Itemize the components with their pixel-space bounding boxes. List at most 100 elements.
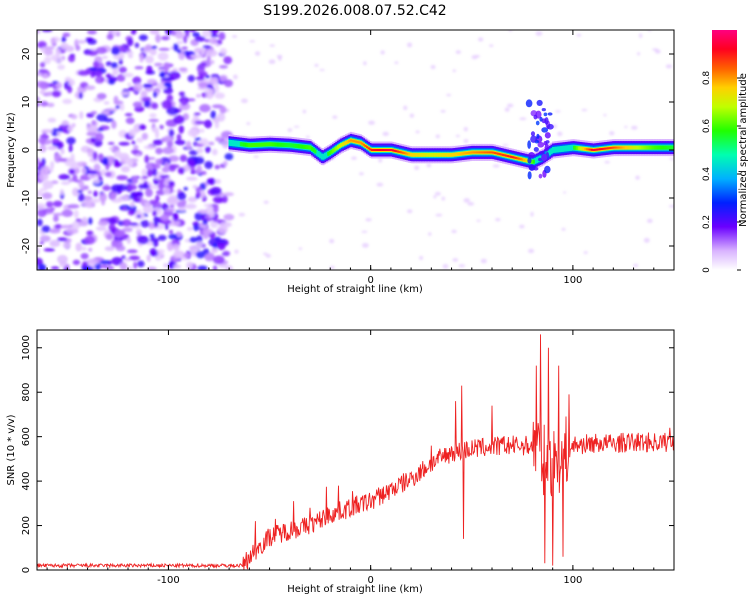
ridge-cell — [600, 148, 603, 151]
noise-blob — [116, 32, 121, 37]
noise-speckle — [298, 247, 303, 250]
ridge-cell — [577, 146, 581, 151]
ridge-cell — [367, 147, 370, 150]
ridge-cell — [501, 153, 505, 156]
noise-speckle — [557, 131, 563, 137]
ridge-cell — [262, 142, 265, 147]
ridge-cell — [484, 151, 487, 154]
noise-blob — [87, 230, 93, 235]
noise-blob — [195, 76, 205, 81]
noise-blob — [81, 200, 91, 207]
ridge-cell — [348, 140, 351, 143]
burst-blob — [525, 99, 533, 108]
noise-blob — [77, 70, 90, 76]
noise-blob — [102, 185, 112, 191]
noise-speckle — [240, 98, 248, 104]
noise-blob — [144, 55, 154, 64]
noise-speckle — [435, 134, 440, 139]
noise-speckle — [441, 196, 445, 201]
noise-blob — [194, 120, 206, 125]
noise-blob — [161, 166, 170, 173]
noise-blob — [199, 104, 211, 113]
noise-blob — [42, 73, 49, 79]
ridge-cell — [351, 139, 354, 142]
noise-blob — [176, 49, 182, 54]
noise-blob — [41, 192, 53, 200]
noise-blob — [185, 261, 193, 270]
noise-speckle — [329, 265, 335, 270]
ridge-cell — [344, 141, 348, 144]
noise-speckle — [489, 44, 494, 47]
noise-blob — [133, 144, 139, 151]
noise-speckle — [652, 48, 659, 51]
ridge-cell — [267, 142, 270, 147]
noise-blob — [132, 101, 143, 108]
noise-blob — [203, 203, 212, 207]
noise-blob — [168, 71, 181, 80]
noise-blob — [79, 111, 84, 120]
noise-blob — [58, 173, 71, 180]
noise-blob — [106, 33, 114, 41]
noise-blob — [206, 83, 213, 89]
ridge-cell — [550, 148, 553, 155]
noise-blob — [215, 136, 222, 141]
noise-blob — [47, 145, 58, 151]
noise-blob — [130, 149, 140, 155]
noise-blob — [67, 125, 74, 133]
noise-blob — [75, 45, 81, 51]
noise-blob — [66, 136, 76, 145]
noise-speckle — [668, 204, 674, 208]
noise-blob — [187, 177, 197, 181]
ridge-cell — [315, 149, 319, 156]
burst-blob — [541, 127, 549, 133]
colorbar-tick-label: 0.2 — [702, 215, 712, 229]
noise-blob — [146, 254, 151, 262]
colorbar-ticks: 0 0.2 0.4 0.6 0.8 — [702, 71, 741, 273]
noise-blob — [168, 229, 174, 234]
ridge-cell — [597, 148, 600, 151]
noise-blob — [173, 250, 185, 260]
noise-blob — [202, 227, 210, 236]
ridge-cell — [257, 142, 260, 147]
noise-speckle — [504, 107, 510, 112]
ridge-cell — [362, 143, 365, 146]
ridge-cell — [461, 152, 464, 155]
noise-blob — [75, 218, 81, 222]
noise-blob — [122, 227, 133, 233]
noise-blob — [37, 203, 47, 210]
noise-blob — [53, 200, 63, 208]
noise-blob — [68, 143, 73, 153]
ridge-cell — [644, 145, 647, 150]
ridge-cell — [553, 146, 556, 153]
noise-blob — [138, 183, 150, 189]
noise-blob — [43, 48, 54, 56]
noise-blob — [68, 78, 75, 87]
noise-speckle — [407, 42, 413, 48]
ridge-cell — [275, 142, 278, 147]
ridge-cell — [521, 158, 524, 161]
noise-blob — [152, 139, 163, 146]
noise-blob — [205, 49, 218, 57]
noise-blob — [37, 30, 41, 34]
noise-blob — [56, 128, 64, 132]
noise-blob — [183, 35, 188, 44]
ridge-cell — [254, 142, 257, 147]
noise-blob — [37, 263, 47, 270]
ridge-cell — [354, 140, 357, 143]
ridge-cell — [611, 146, 615, 149]
ridge-cell — [503, 154, 506, 157]
noise-blob — [142, 204, 153, 214]
noise-speckle — [361, 242, 369, 248]
ridge-cell — [433, 152, 437, 157]
noise-speckle — [471, 55, 478, 60]
noise-blob — [97, 220, 109, 227]
ridge-cell — [246, 142, 249, 147]
noise-speckle — [463, 126, 468, 132]
noise-speckle — [406, 209, 413, 214]
ridge-cell — [414, 152, 417, 157]
ridge-cell — [306, 145, 309, 150]
ridge-cell — [464, 152, 467, 155]
noise-blob — [122, 207, 127, 211]
noise-blob — [90, 174, 95, 179]
ridge-cell — [532, 159, 535, 164]
